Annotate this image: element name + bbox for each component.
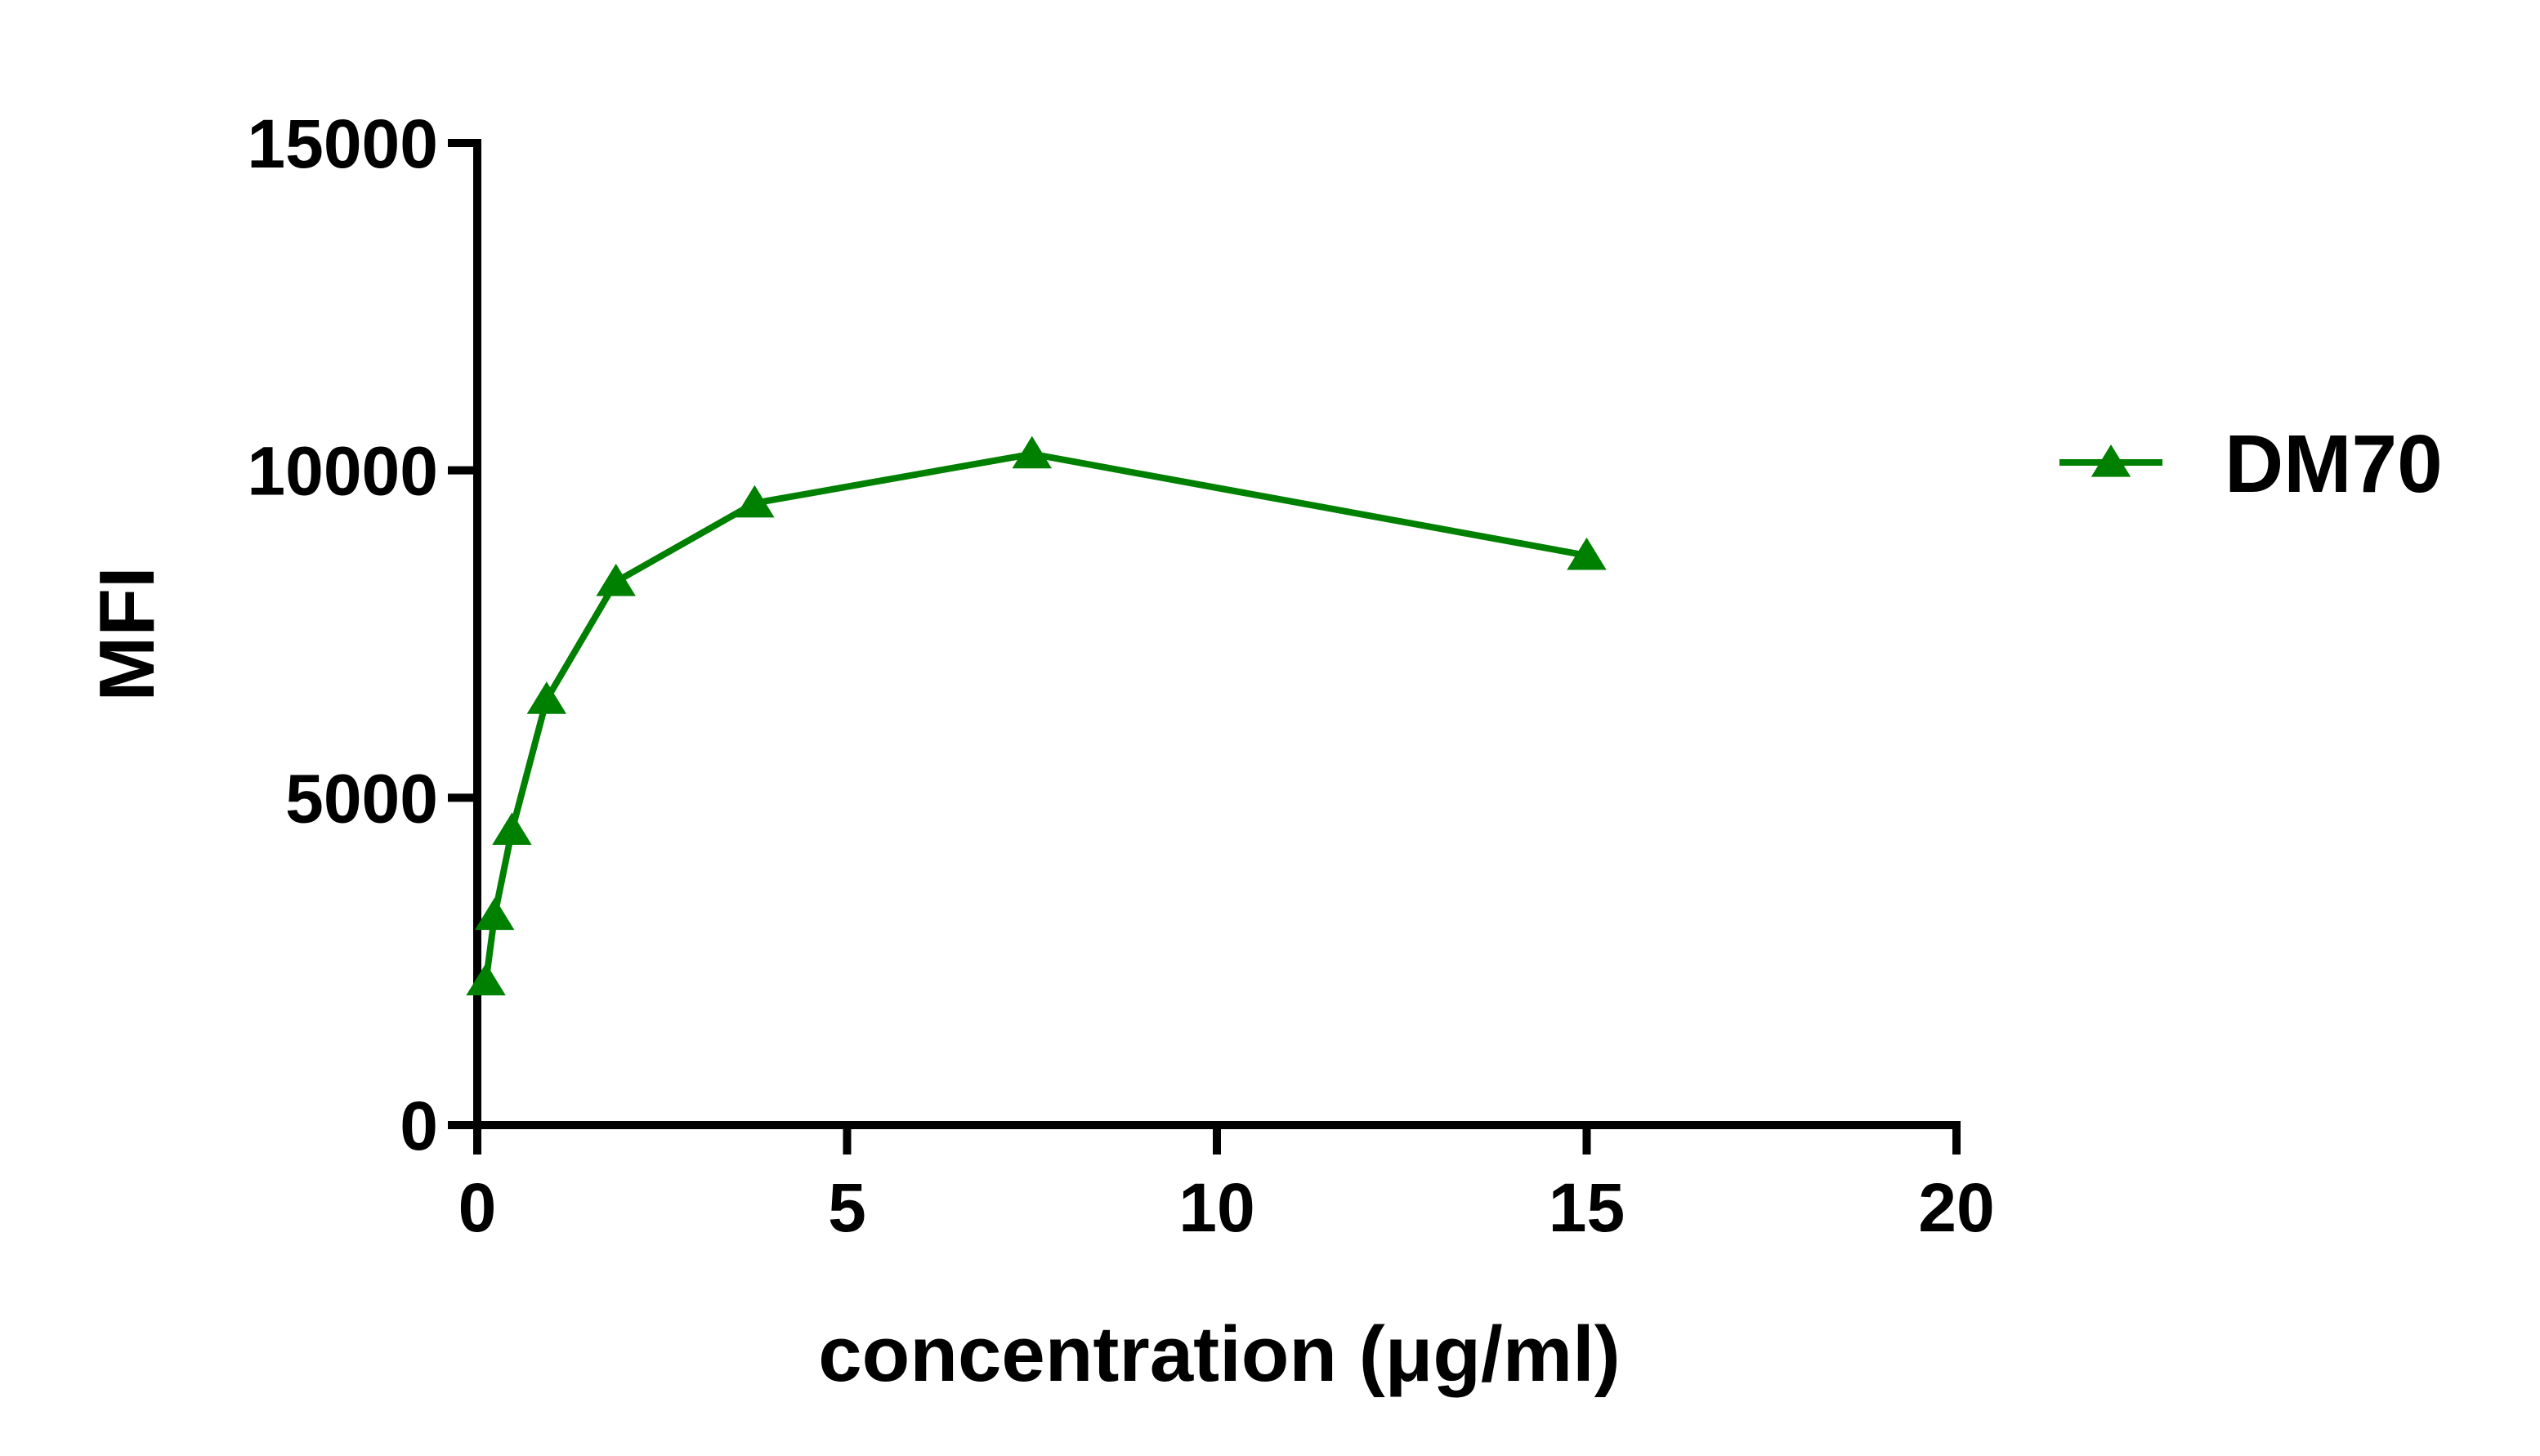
data-point bbox=[474, 897, 515, 931]
y-tick-label: 10000 bbox=[247, 433, 438, 510]
data-point bbox=[735, 485, 775, 518]
y-tick-label: 5000 bbox=[285, 760, 438, 837]
x-tick-label: 10 bbox=[1178, 1169, 1254, 1246]
x-tick-label: 5 bbox=[828, 1169, 866, 1246]
data-point bbox=[526, 681, 567, 714]
data-point bbox=[1567, 537, 1607, 570]
data-point bbox=[466, 962, 506, 996]
data-point bbox=[492, 812, 532, 845]
legend-label: DM70 bbox=[2225, 418, 2443, 510]
x-tick-label: 20 bbox=[1918, 1169, 1994, 1246]
x-axis-label: concentration (μg/ml) bbox=[818, 1311, 1620, 1398]
data-point bbox=[1012, 435, 1052, 469]
data-line bbox=[482, 450, 1588, 982]
x-tick-label: 15 bbox=[1549, 1169, 1625, 1246]
data-point bbox=[596, 563, 636, 596]
x-tick-label: 0 bbox=[458, 1169, 497, 1246]
y-tick-label: 0 bbox=[400, 1088, 438, 1164]
legend-marker bbox=[2091, 444, 2131, 477]
y-axis-label: MFI bbox=[83, 566, 171, 701]
y-tick-label: 15000 bbox=[247, 105, 438, 182]
